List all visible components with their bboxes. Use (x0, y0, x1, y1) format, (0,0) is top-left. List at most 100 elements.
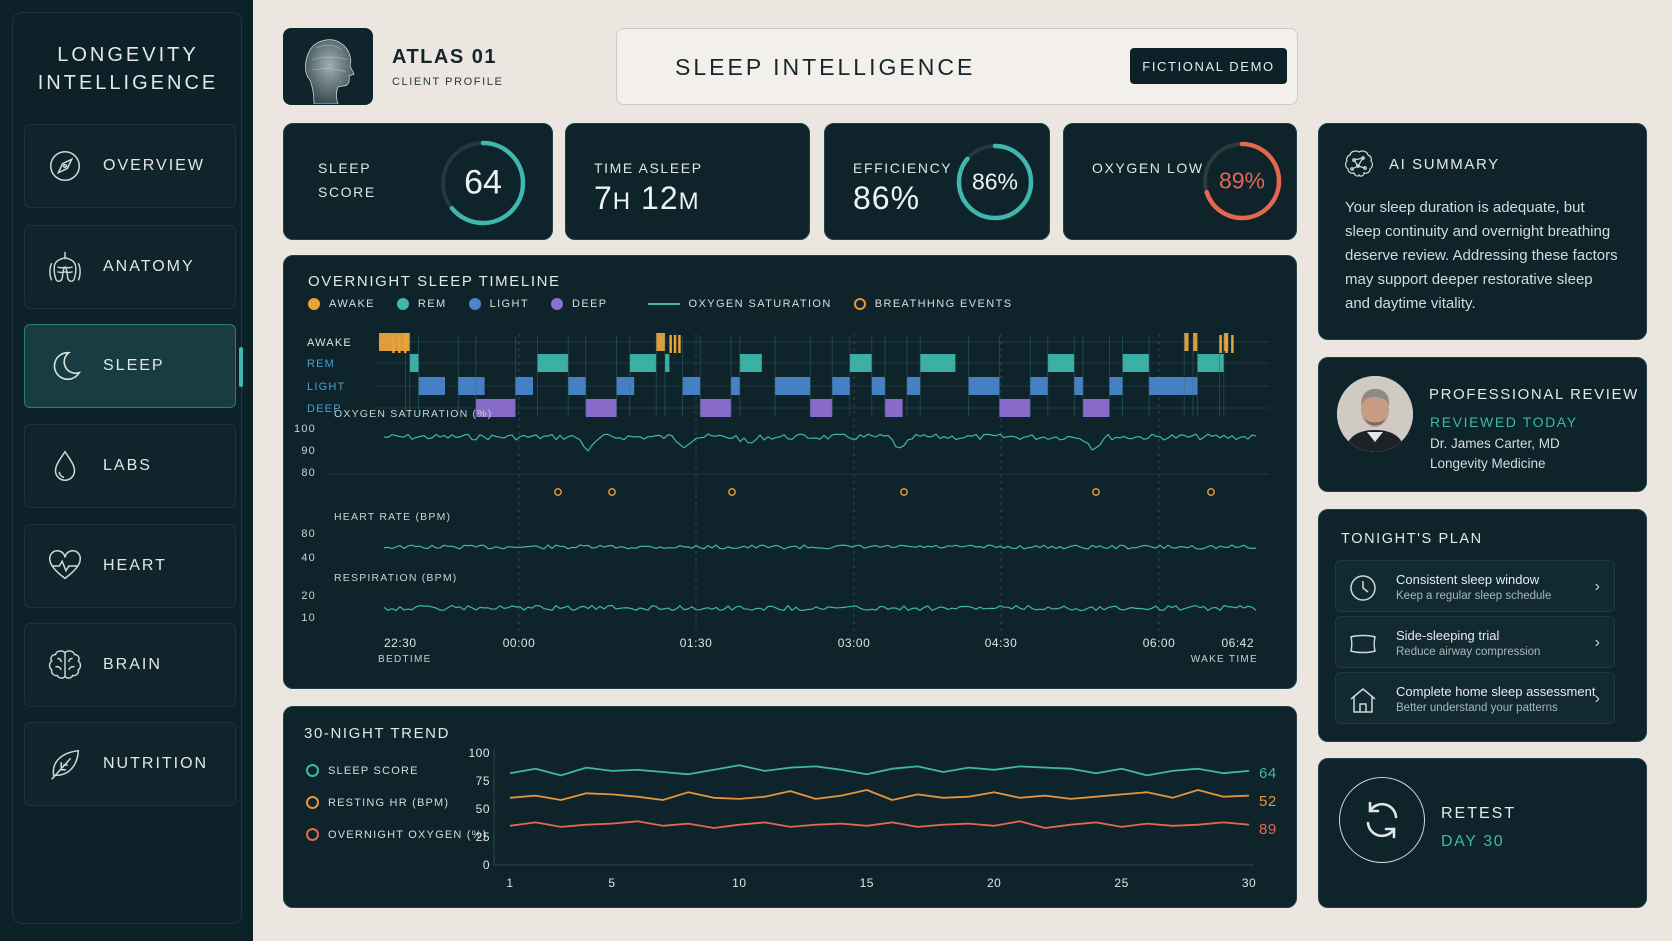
x-tick-label: 25 (1114, 876, 1128, 890)
nav-label: OVERVIEW (103, 157, 205, 174)
stage-label: AWAKE (307, 337, 352, 349)
legend-label: RESTING HR (BPM) (328, 796, 450, 809)
legend-item: OXYGEN SATURATION (647, 298, 832, 310)
legend-label: BREATHHNG EVENTS (874, 298, 1013, 310)
legend-marker (306, 828, 319, 841)
clock-icon (1350, 575, 1376, 601)
plan-item-home-assessment[interactable]: Complete home sleep assessment Better un… (1335, 672, 1615, 724)
client-avatar[interactable] (283, 28, 373, 105)
time-tick-label: 06:00 (1143, 636, 1176, 650)
time-tick-label: 22:30 (384, 636, 417, 650)
trend-panel: 30-NIGHT TREND SLEEP SCORE RESTING HR (B… (283, 706, 1297, 908)
moon-icon (45, 346, 85, 386)
oxygen-low-card[interactable]: OXYGEN LOW 89% (1063, 123, 1297, 240)
hypnogram-segment (1109, 377, 1123, 395)
professional-review-card[interactable]: PROFESSIONAL REVIEW REVIEWED TODAY Dr. J… (1318, 357, 1647, 492)
trend-legend-sleep-score: SLEEP SCORE (306, 764, 419, 777)
nav-label: SLEEP (103, 357, 165, 374)
sleep-score-card[interactable]: SLEEP SCORE 64 (283, 123, 553, 240)
legend-label: OXYGEN SATURATION (688, 298, 832, 310)
time-tick-label: 06:42 (1221, 636, 1254, 650)
legend-label: REM (417, 298, 447, 310)
plan-item-sleep-window[interactable]: Consistent sleep window Keep a regular s… (1335, 560, 1615, 612)
y-tick-label: 25 (476, 830, 490, 844)
pillow-icon (1350, 634, 1376, 654)
time-tick-label: 01:30 (680, 636, 713, 650)
hours-unit: H (612, 188, 632, 215)
y-tick-label: 0 (483, 858, 490, 872)
time-tick-label: 00:00 (503, 636, 536, 650)
hypnogram-segment (907, 377, 921, 395)
hypnogram-segment (1030, 377, 1048, 395)
trend-end-value: 52 (1259, 793, 1277, 810)
metric-label-line: SCORE (318, 184, 376, 200)
y-tick-label: 100 (294, 423, 316, 435)
client-name: ATLAS 01 (392, 46, 497, 68)
waketime-label: WAKE TIME (1191, 654, 1258, 665)
efficiency-ring: 86% (955, 142, 1035, 222)
hypnogram-segment (682, 377, 701, 395)
hypnogram-segment (700, 399, 731, 417)
sleep-score-value: 64 (464, 163, 502, 202)
head-scan-icon (305, 38, 355, 104)
nav-item-nutrition[interactable]: NUTRITION (24, 722, 236, 806)
legend-marker (468, 298, 481, 310)
review-status: REVIEWED TODAY (1430, 414, 1578, 430)
y-tick-label: 100 (468, 746, 490, 760)
page-title: SLEEP INTELLIGENCE (675, 54, 976, 80)
hypnogram-segment (1184, 333, 1189, 351)
nav-label: BRAIN (103, 656, 162, 673)
plan-item-side-sleeping[interactable]: Side-sleeping trial Reduce airway compre… (1335, 616, 1615, 668)
nav-item-sleep[interactable]: SLEEP (24, 324, 243, 408)
hypnogram-segment (731, 377, 740, 395)
brain-icon (45, 645, 85, 685)
breathing-event-marker (554, 488, 562, 496)
legend-label: AWAKE (329, 298, 375, 310)
awake-marker (1219, 335, 1222, 353)
awake-marker (669, 335, 672, 353)
time-tick-label: 04:30 (985, 636, 1018, 650)
refresh-icon (1366, 801, 1398, 839)
legend-marker (550, 298, 563, 310)
hours-value: 7 (594, 180, 613, 216)
chevron-right-icon: › (1594, 634, 1600, 651)
awake-marker (678, 335, 681, 353)
timeline-legend: AWAKE REM LIGHT DEEP OXYGEN SATURATION BREATH… (308, 298, 1034, 310)
awake-marker (673, 335, 677, 353)
heart-rate-line (383, 544, 1257, 550)
legend-marker (396, 298, 409, 310)
ring-progress (956, 143, 1034, 221)
active-indicator (239, 347, 243, 387)
hypnogram-segment (1197, 354, 1220, 372)
awake-marker (1225, 335, 1228, 353)
nav-item-labs[interactable]: LABS (24, 424, 236, 508)
breathing-event-marker (1207, 488, 1215, 496)
brand-logo: LONGEVITY INTELLIGENCE (13, 41, 243, 97)
trend-line-0 (509, 764, 1250, 777)
plan-item-title: Complete home sleep assessment (1396, 684, 1596, 699)
retest-card[interactable]: RETEST DAY 30 (1318, 758, 1647, 908)
leaf-icon (45, 744, 85, 784)
trend-legend-resting-hr: RESTING HR (BPM) (306, 796, 449, 809)
nav-item-overview[interactable]: OVERVIEW (24, 124, 236, 208)
x-tick-label: 1 (506, 876, 513, 890)
hypnogram-segment (409, 354, 419, 372)
nav-label: HEART (103, 557, 167, 574)
efficiency-card[interactable]: EFFICIENCY 86% 86% (824, 123, 1050, 240)
nav-item-anatomy[interactable]: ANATOMY (24, 225, 236, 309)
hypnogram-segment (1193, 333, 1198, 351)
home-icon (1350, 688, 1376, 713)
time-asleep-value: 7H 12M (594, 180, 700, 217)
chevron-right-icon: › (1594, 578, 1600, 595)
brand-line-2: INTELLIGENCE (37, 72, 219, 94)
hypnogram-segment (775, 377, 811, 395)
nav-item-brain[interactable]: BRAIN (24, 623, 236, 707)
ring-progress (440, 140, 526, 226)
time-asleep-card[interactable]: TIME ASLEEP 7H 12M (565, 123, 810, 240)
hypnogram-segment (832, 377, 850, 395)
client-subtitle: CLIENT PROFILE (392, 76, 504, 88)
ai-summary-text: Your sleep duration is adequate, but sle… (1345, 199, 1618, 312)
refresh-icon-ring (1339, 777, 1425, 863)
nav-item-heart[interactable]: HEART (24, 524, 236, 608)
